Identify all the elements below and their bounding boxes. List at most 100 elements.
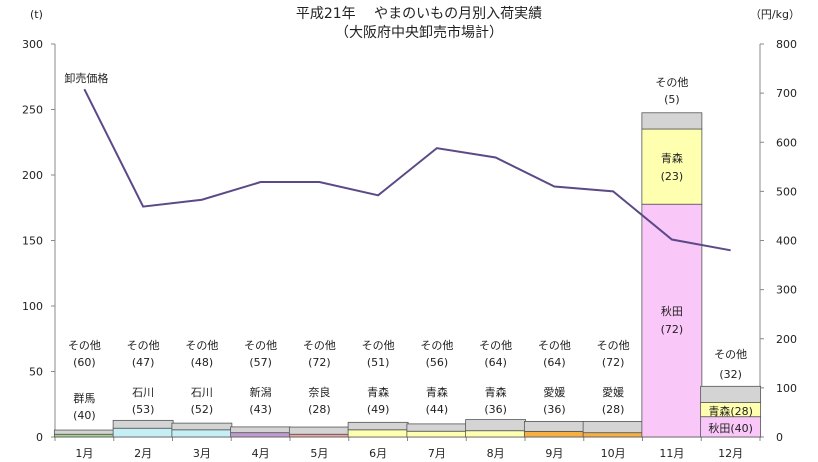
- bar-segment: [465, 430, 527, 438]
- region-label: 青森: [426, 385, 448, 399]
- bar-segment: [347, 429, 409, 438]
- region-pct-label: (23): [661, 170, 684, 183]
- x-tick-label: 10月: [601, 447, 626, 460]
- other-label: その他: [420, 339, 453, 352]
- region-label: 新潟: [250, 385, 272, 399]
- other-label: その他: [185, 339, 218, 352]
- other-label: その他: [362, 339, 395, 352]
- region-label: 群馬: [73, 391, 95, 405]
- region-pct-label: (44): [426, 403, 449, 416]
- other-label: その他: [479, 339, 512, 352]
- region-pct-label: (43): [249, 403, 272, 416]
- region-pct-label: (53): [132, 403, 155, 416]
- plot-area: 0 50 100 150 200 250 300 0 100 200 300 400 500 600 700…: [22, 38, 797, 460]
- bar-segment: [582, 421, 644, 434]
- bar-segment: [406, 430, 468, 438]
- region-pct-label: (36): [484, 403, 507, 416]
- y-left-tick-label: 250: [22, 104, 43, 117]
- other-label: その他: [68, 339, 101, 352]
- x-tick-label: 6月: [369, 447, 387, 460]
- bar-segment: [641, 128, 703, 205]
- y-left-tick-label: 200: [22, 169, 43, 182]
- other-pct-label: (51): [367, 356, 390, 369]
- bar-segment: [53, 429, 115, 435]
- other-label: その他: [538, 339, 571, 352]
- y-right-tick-label: 500: [776, 185, 797, 198]
- bar-segment: [523, 421, 585, 432]
- y-right-tick-label: 700: [776, 87, 797, 100]
- y-right-tick-label: 100: [776, 382, 797, 395]
- other-label: その他: [655, 76, 688, 89]
- region-label: 青森: [661, 151, 683, 165]
- y-left-unit: (t): [30, 8, 43, 21]
- bar-segment: [288, 426, 350, 435]
- price-series-label: 卸売価格: [64, 71, 108, 85]
- region-pct-label: (28): [602, 403, 625, 416]
- y-right-unit: （円/kg）: [750, 8, 800, 21]
- x-tick-label: 5月: [310, 447, 328, 460]
- other-pct-label: (72): [308, 356, 331, 369]
- region-label: 秋田(40): [708, 421, 753, 435]
- y-left-tick-label: 150: [22, 235, 43, 248]
- y-right-tick-label: 300: [776, 284, 797, 297]
- other-pct-label: (56): [426, 356, 449, 369]
- chart-title: 平成21年 やまのいもの月別入荷実績: [296, 6, 542, 22]
- x-tick-label: 12月: [718, 447, 743, 460]
- bar-segment: [171, 422, 233, 431]
- bar-segment: [171, 429, 233, 438]
- y-right-tick-label: 600: [776, 136, 797, 149]
- region-pct-label: (36): [543, 403, 566, 416]
- x-tick-label: 9月: [545, 447, 563, 460]
- other-pct-label: (48): [191, 356, 214, 369]
- x-tick-label: 3月: [193, 447, 211, 460]
- region-label: 愛媛: [602, 385, 624, 399]
- other-label: その他: [714, 348, 747, 361]
- region-label: 愛媛: [543, 385, 565, 399]
- other-pct-label: (5): [664, 93, 680, 106]
- bar-segment: [406, 423, 468, 432]
- bar-segment: [230, 426, 292, 434]
- other-pct-label: (60): [73, 356, 96, 369]
- region-label: 青森: [367, 385, 389, 399]
- y-left-tick-label: 50: [29, 366, 43, 379]
- y-left-tick-label: 100: [22, 300, 43, 313]
- bar-segment: [582, 432, 644, 438]
- x-tick-label: 8月: [487, 447, 505, 460]
- other-label: その他: [127, 339, 160, 352]
- x-tick-label: 7月: [428, 447, 446, 460]
- bar-segment: [288, 433, 350, 438]
- region-label: 青森: [485, 385, 507, 399]
- y-right-tick-label: 400: [776, 235, 797, 248]
- y-left-tick-label: 0: [36, 431, 43, 444]
- price-line: [83, 88, 731, 252]
- x-tick-label: 4月: [252, 447, 270, 460]
- region-label: 石川: [191, 386, 213, 399]
- region-label: 奈良: [308, 385, 330, 399]
- region-pct-label: (49): [367, 403, 390, 416]
- bar-segment: [700, 385, 762, 403]
- other-pct-label: (57): [249, 356, 272, 369]
- region-pct-label: (28): [308, 403, 331, 416]
- other-label: その他: [597, 339, 630, 352]
- y-left-tick-label: 300: [22, 38, 43, 51]
- other-label: その他: [244, 339, 277, 352]
- region-pct-label: (52): [191, 403, 214, 416]
- region-label: 秋田: [661, 304, 683, 318]
- x-tick-label: 1月: [75, 447, 93, 460]
- y-right-tick-label: 0: [776, 431, 783, 444]
- bar-segment: [230, 432, 292, 438]
- region-pct-label: (40): [73, 409, 96, 422]
- other-pct-label: (32): [719, 368, 742, 381]
- bar-segment: [112, 419, 174, 429]
- y-right-tick-label: 200: [776, 333, 797, 346]
- bar-segment: [641, 112, 703, 130]
- bar-segment: [347, 421, 409, 431]
- other-pct-label: (64): [543, 356, 566, 369]
- region-label: 石川: [132, 386, 154, 399]
- bar-segment: [465, 419, 527, 432]
- x-tick-label: 11月: [659, 447, 684, 460]
- y-right-tick-label: 800: [776, 38, 797, 51]
- other-label: その他: [303, 339, 336, 352]
- bar-segment: [523, 430, 585, 438]
